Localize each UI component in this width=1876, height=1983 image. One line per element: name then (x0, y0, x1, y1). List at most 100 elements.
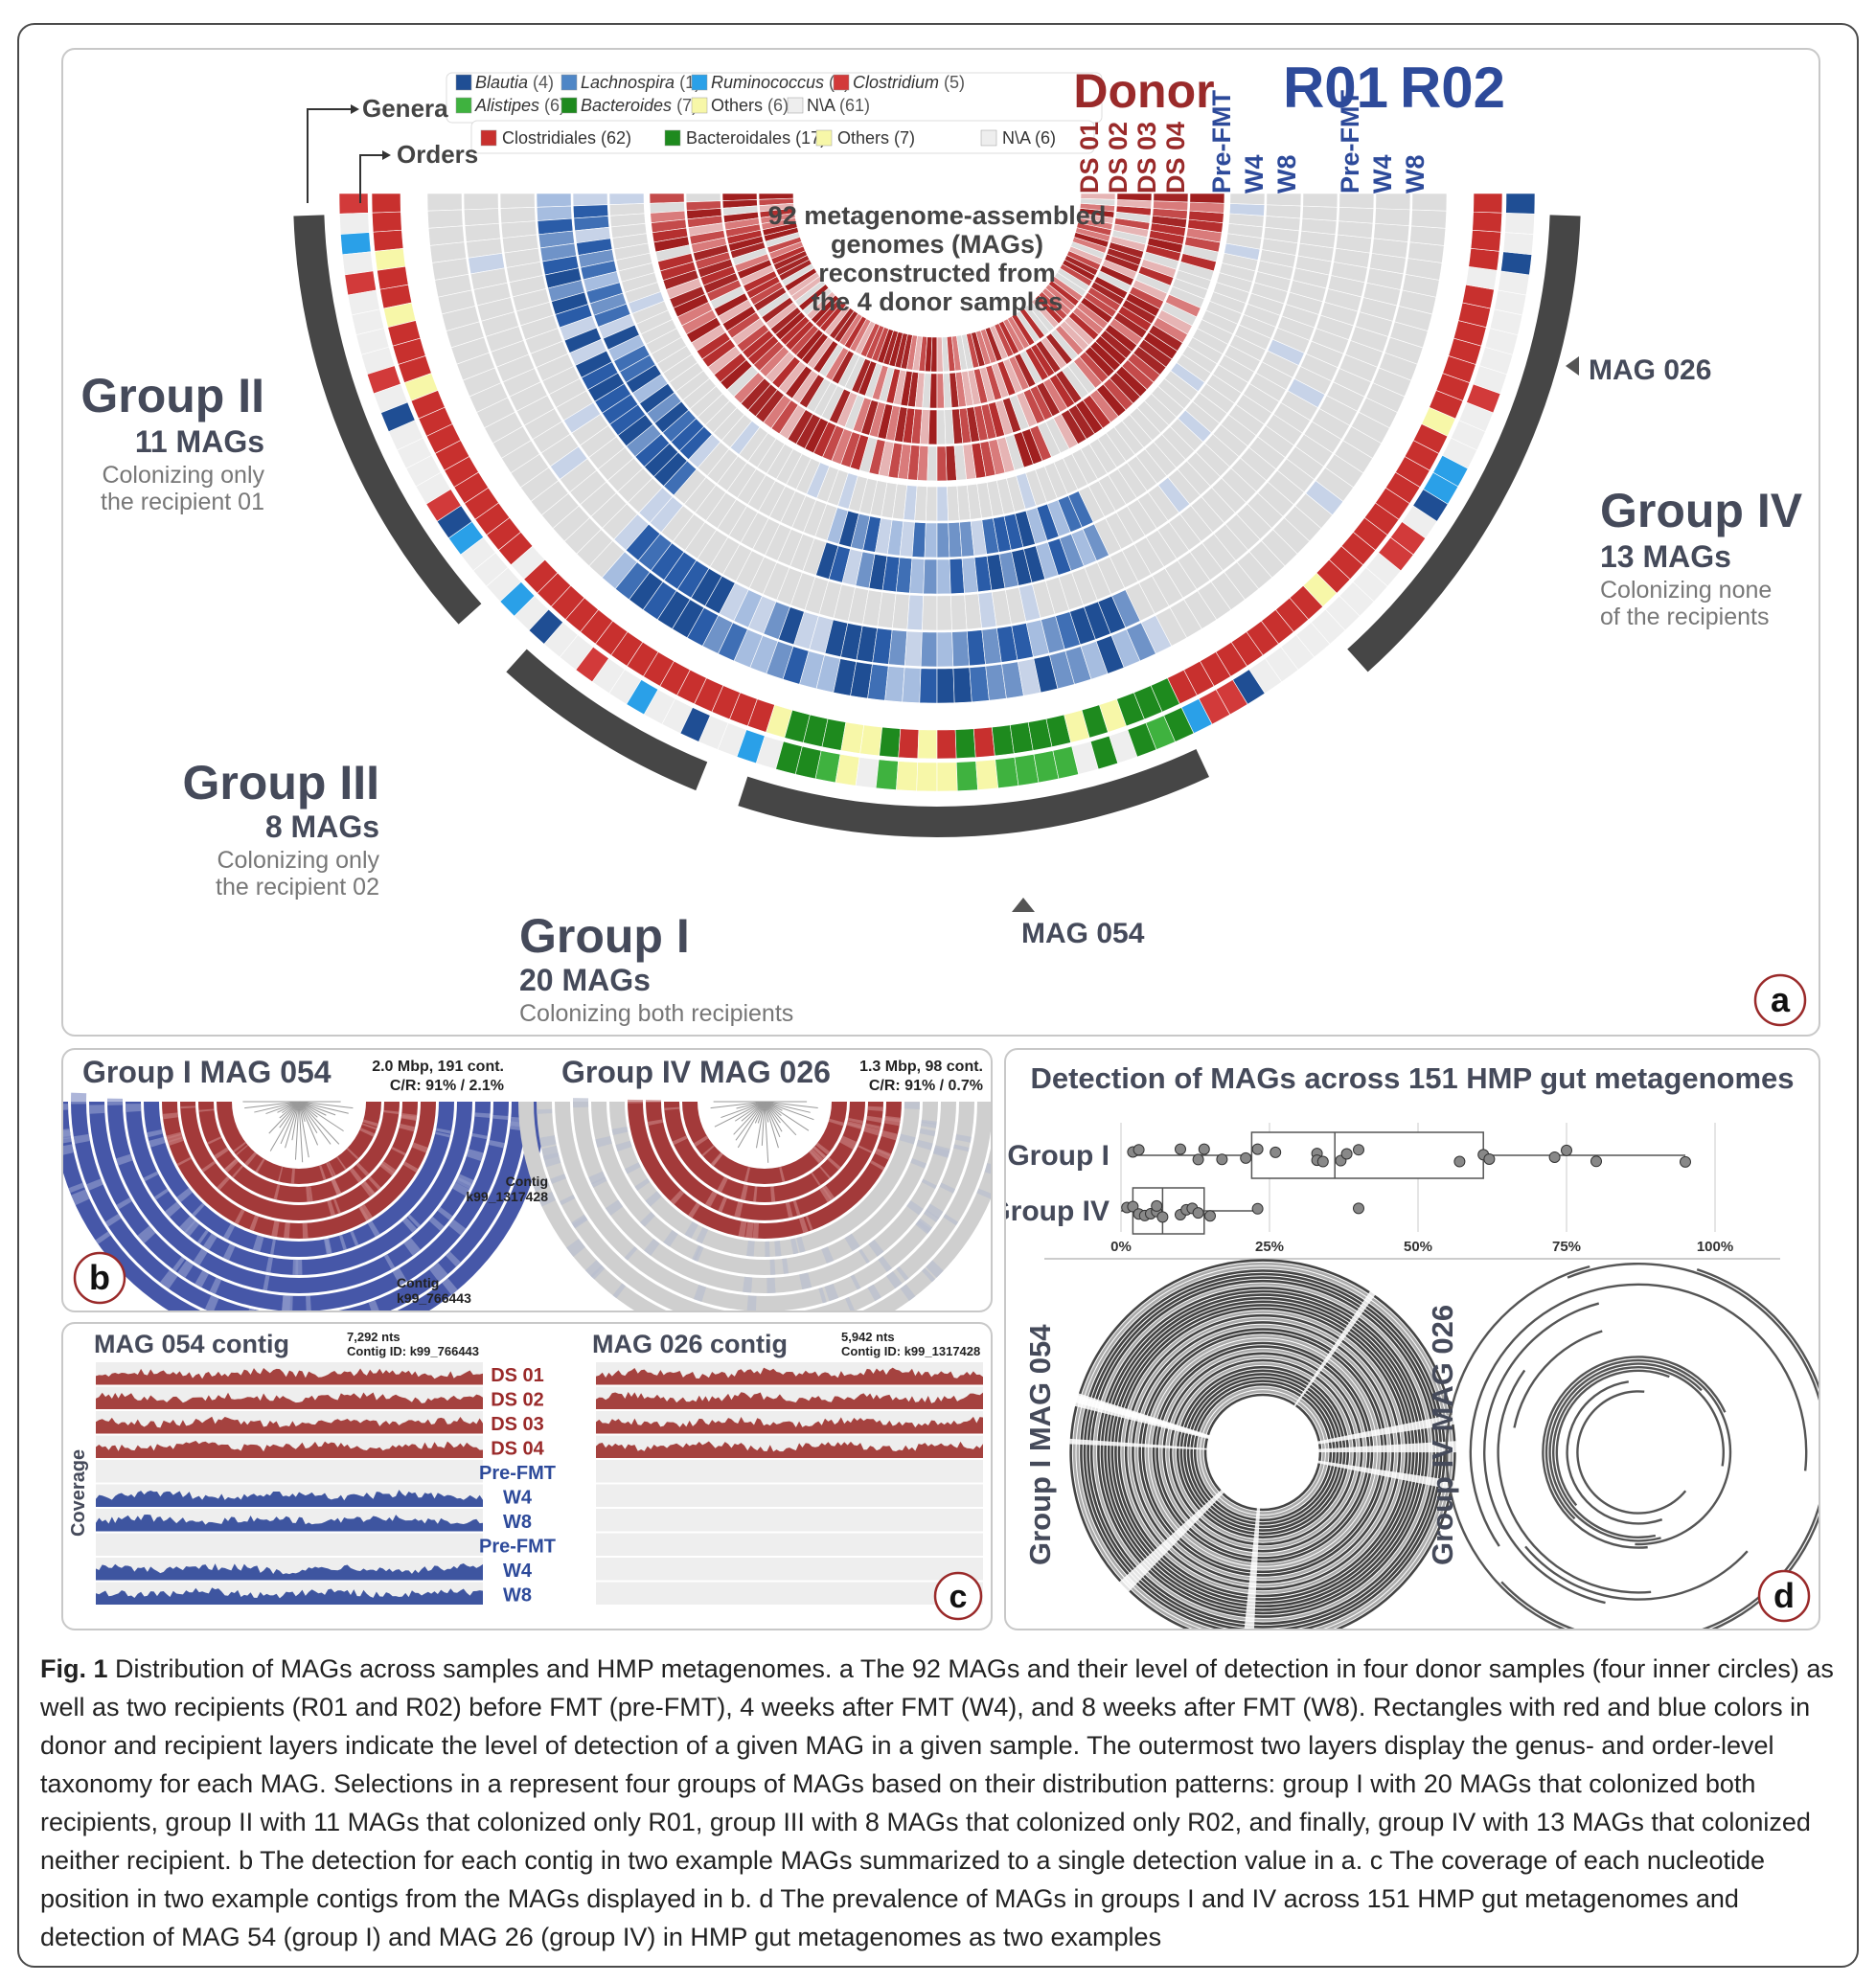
center-title: 92 metagenome-assembled genomes (MAGs) r… (768, 201, 1107, 316)
detection-cell (841, 548, 863, 586)
detection-cell (426, 209, 464, 229)
detection-cell (1095, 635, 1125, 674)
contig-speckle (231, 1165, 244, 1178)
genus-cell (736, 729, 766, 764)
detection-cell (818, 581, 842, 619)
detection-cell (871, 364, 889, 401)
hmp-gap (1116, 1489, 1224, 1595)
detection-cell (1156, 521, 1190, 559)
detection-cell (1055, 370, 1083, 404)
detection-cell (1129, 285, 1165, 309)
contig-speckle (290, 1168, 295, 1184)
detection-cell (1218, 354, 1255, 383)
detection-cell (1045, 332, 1073, 365)
detection-cell (1015, 310, 1041, 343)
detection-cell (768, 486, 796, 523)
detection-cell (858, 436, 878, 473)
detection-cell (885, 404, 901, 442)
detection-cell (587, 372, 626, 402)
contig-speckle (159, 1269, 178, 1289)
panel-b-left-stats-2: C/R: 91% / 2.1% (390, 1078, 504, 1094)
detection-cell (1057, 495, 1083, 533)
legend-genus-swatch (833, 74, 850, 91)
contig-speckle (916, 1139, 933, 1151)
detection-cell (576, 529, 613, 567)
contig-speckle (881, 1129, 898, 1141)
detection-cell (969, 666, 990, 703)
detection-cell (693, 244, 729, 262)
detection-cell (726, 365, 759, 398)
detection-cell (1144, 441, 1178, 477)
detection-cell (958, 407, 972, 444)
contig-speckle (688, 1202, 700, 1219)
detection-cell (747, 383, 778, 418)
detection-cell (1113, 420, 1145, 455)
order-cell (1352, 516, 1388, 551)
order-cell (595, 620, 629, 656)
detection-cell (829, 308, 855, 340)
detection-cell (1008, 355, 1030, 391)
contig-speckle (63, 1104, 69, 1110)
detection-cell (1029, 424, 1052, 462)
detection-cell (961, 370, 974, 407)
detection-cell (659, 261, 697, 282)
detection-cell (1102, 259, 1137, 280)
coverage-row-label: DS 01 (491, 1365, 544, 1386)
detection-cell (729, 420, 761, 455)
detection-cell (740, 377, 771, 411)
detection-cell (782, 646, 810, 685)
detection-cell (749, 281, 784, 306)
detection-cell (975, 330, 992, 366)
contig-tree-branch (737, 1101, 766, 1149)
detection-cell (601, 551, 638, 590)
genus-cell (559, 634, 594, 671)
contig-speckle (900, 1284, 916, 1301)
detection-cell (1236, 503, 1272, 540)
detection-cell (689, 230, 726, 245)
detection-cell (571, 413, 609, 446)
order-cell (1064, 709, 1090, 743)
detection-cell (888, 629, 908, 667)
detection-cell (1205, 300, 1243, 325)
detection-cell (988, 439, 1006, 476)
detection-cell (814, 298, 843, 329)
contig-speckle (361, 1123, 377, 1130)
detection-cell (1062, 259, 1096, 282)
contig-speckle (143, 1171, 159, 1182)
detection-cell (1271, 327, 1311, 353)
detection-cell (788, 271, 820, 297)
contig-speckle (471, 1132, 488, 1140)
genus-cell (499, 581, 536, 617)
detection-cell (654, 244, 692, 262)
contig-speckle (904, 1102, 920, 1109)
genus-cell (955, 761, 978, 791)
detection-cell (980, 328, 997, 364)
detection-cell (902, 407, 916, 444)
detection-cell (979, 441, 996, 477)
layer-label: DS 04 (1161, 122, 1190, 194)
order-cell (898, 728, 920, 759)
contig-speckle (492, 1114, 509, 1121)
detection-cell (704, 399, 738, 434)
detection-cell (1150, 222, 1186, 237)
detection-cell (1153, 433, 1186, 468)
hmp-ring-fragment (1542, 1356, 1727, 1549)
detection-cell (1132, 279, 1168, 302)
panel-b-left-contig-1: Contig (397, 1275, 439, 1290)
detection-cell (673, 293, 709, 318)
detection-cell (1016, 472, 1037, 510)
detection-cell (1019, 350, 1043, 385)
detection-cell (696, 331, 731, 360)
detection-cell (722, 543, 753, 582)
detection-cell (1053, 457, 1079, 495)
detection-cell (766, 237, 803, 254)
contig-speckle (921, 1267, 936, 1283)
contig-speckle (196, 1229, 209, 1244)
detection-cell (662, 409, 698, 443)
contig-speckle (584, 1260, 604, 1278)
detection-cell (562, 401, 602, 434)
boxplot-point (1353, 1144, 1364, 1156)
order-cell (374, 247, 406, 271)
genus-cell (1295, 622, 1331, 658)
genus-cell (388, 420, 423, 451)
